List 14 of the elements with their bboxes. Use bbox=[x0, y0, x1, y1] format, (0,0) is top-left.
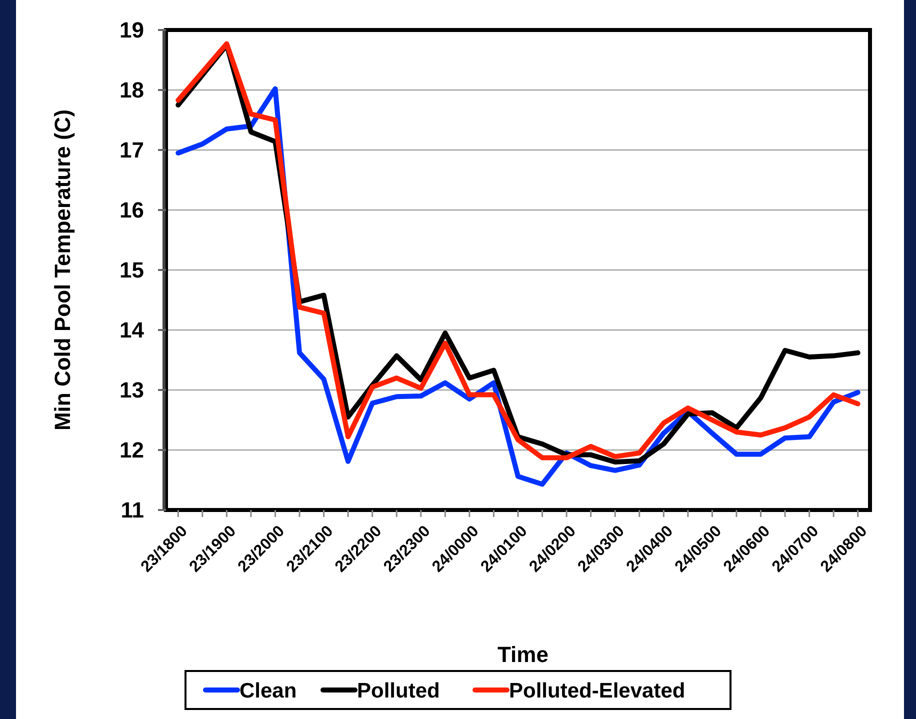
y-tick-label: 14 bbox=[120, 318, 145, 343]
y-tick-label: 13 bbox=[120, 378, 144, 403]
y-tick-label: 11 bbox=[120, 498, 144, 523]
y-tick-label: 18 bbox=[120, 78, 144, 103]
legend-label: Polluted bbox=[357, 679, 440, 702]
y-tick-label: 15 bbox=[120, 258, 144, 283]
y-tick-label: 16 bbox=[120, 198, 144, 223]
y-tick-label: 19 bbox=[120, 18, 144, 43]
x-axis-title: Time bbox=[498, 642, 548, 667]
legend-label: Clean bbox=[240, 679, 297, 702]
y-tick-label: 12 bbox=[120, 438, 144, 463]
legend-label: Polluted-Elevated bbox=[509, 679, 686, 702]
y-axis-title: Min Cold Pool Temperature (C) bbox=[50, 109, 75, 431]
y-tick-label: 17 bbox=[120, 138, 144, 163]
